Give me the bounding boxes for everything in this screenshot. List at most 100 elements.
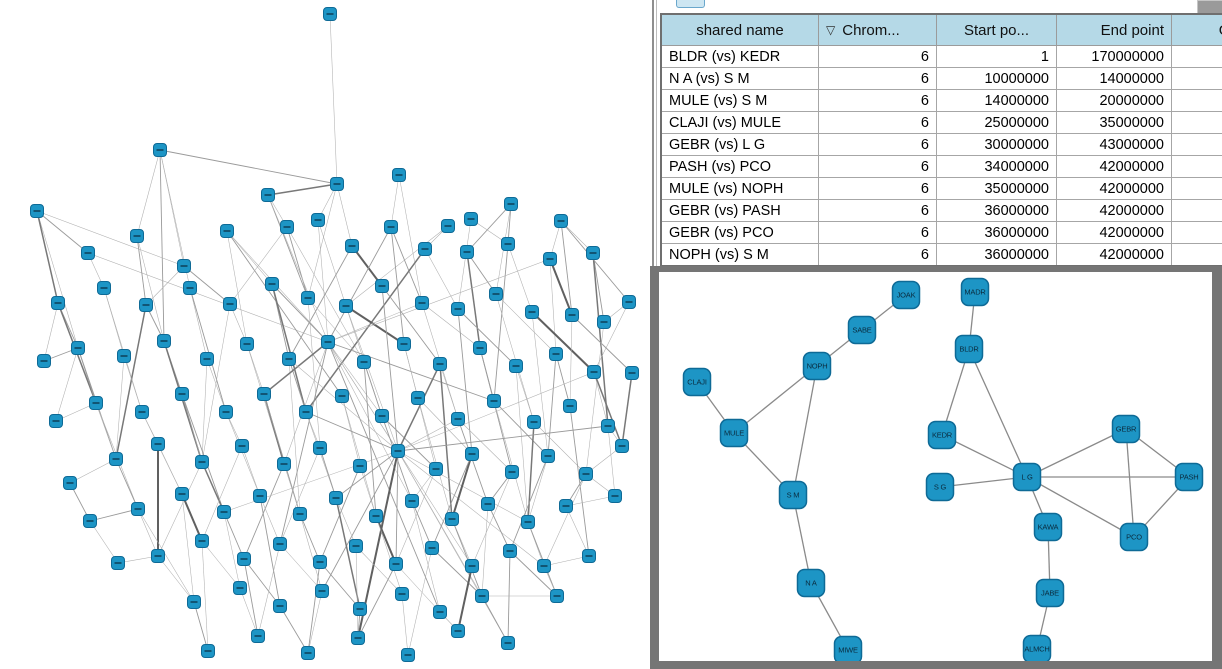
dense-node[interactable] <box>582 549 596 563</box>
table-row[interactable]: N A (vs) S M610000000140000006.6 <box>660 67 1222 90</box>
dense-node[interactable] <box>30 204 44 218</box>
dense-node[interactable] <box>505 465 519 479</box>
dense-node[interactable] <box>187 595 201 609</box>
network-edge-LG-GEBR[interactable] <box>1026 428 1127 478</box>
node-ALMCH[interactable]: ALMCH <box>1022 634 1052 662</box>
dense-node[interactable] <box>299 405 313 419</box>
dense-node[interactable] <box>273 599 287 613</box>
dense-node[interactable] <box>301 291 315 305</box>
dense-node[interactable] <box>464 212 478 226</box>
dense-node[interactable] <box>475 589 489 603</box>
dense-node[interactable] <box>177 259 191 273</box>
network-edge-BLDR-LG[interactable] <box>968 348 1028 478</box>
dense-node[interactable] <box>415 296 429 310</box>
dense-node[interactable] <box>537 559 551 573</box>
dense-node[interactable] <box>153 143 167 157</box>
dense-node[interactable] <box>315 584 329 598</box>
dense-node[interactable] <box>251 629 265 643</box>
dense-node[interactable] <box>625 366 639 380</box>
dense-network-canvas[interactable] <box>0 0 650 669</box>
dense-node[interactable] <box>237 552 251 566</box>
dense-node[interactable] <box>282 352 296 366</box>
dense-node[interactable] <box>111 556 125 570</box>
dense-node[interactable] <box>175 487 189 501</box>
mini-network-canvas[interactable]: JOAK MADR SABE NOPH BLDR CLAJI MULE KEDR GEBR L G… <box>659 272 1212 661</box>
dense-node[interactable] <box>401 648 415 662</box>
dense-node[interactable] <box>195 534 209 548</box>
dense-node[interactable] <box>219 405 233 419</box>
table-row[interactable]: GEBR (vs) PCO636000000420000008.4 <box>660 221 1222 244</box>
dense-node[interactable] <box>345 239 359 253</box>
dense-node[interactable] <box>451 412 465 426</box>
node-JABE[interactable]: JABE <box>1035 578 1065 608</box>
network-edge-BLDR-KEDR[interactable] <box>941 348 970 436</box>
dense-node[interactable] <box>51 296 65 310</box>
dense-node[interactable] <box>217 505 231 519</box>
dense-node[interactable] <box>509 359 523 373</box>
dense-node[interactable] <box>175 387 189 401</box>
node-NA[interactable]: N A <box>796 568 826 598</box>
dense-node[interactable] <box>183 281 197 295</box>
dense-node[interactable] <box>195 455 209 469</box>
panel-splitter[interactable] <box>652 0 654 267</box>
dense-node[interactable] <box>587 365 601 379</box>
dense-node[interactable] <box>504 197 518 211</box>
node-MULE[interactable]: MULE <box>719 418 749 448</box>
network-edge-NOPH-SM[interactable] <box>792 365 818 496</box>
dense-node[interactable] <box>460 245 474 259</box>
table-row[interactable]: BLDR (vs) KEDR61170000000192.0 <box>660 45 1222 68</box>
dense-node[interactable] <box>139 298 153 312</box>
dense-node[interactable] <box>329 491 343 505</box>
dense-node[interactable] <box>265 277 279 291</box>
dense-node[interactable] <box>565 308 579 322</box>
dense-node[interactable] <box>554 214 568 228</box>
dense-node[interactable] <box>83 514 97 528</box>
dense-node[interactable] <box>353 459 367 473</box>
dense-node[interactable] <box>601 419 615 433</box>
dense-node[interactable] <box>411 391 425 405</box>
dense-node[interactable] <box>543 252 557 266</box>
dense-node[interactable] <box>235 439 249 453</box>
dense-node[interactable] <box>615 439 629 453</box>
table-row[interactable]: MULE (vs) S M614000000200000007.5 <box>660 89 1222 112</box>
column-header-3[interactable]: End point <box>1056 13 1172 46</box>
dense-node[interactable] <box>389 557 403 571</box>
network-edge-SM-NA[interactable] <box>792 494 812 584</box>
dense-node[interactable] <box>563 399 577 413</box>
dense-node[interactable] <box>301 646 315 660</box>
table-row[interactable]: NOPH (vs) S M636000000420000009.9 <box>660 243 1222 267</box>
dense-node[interactable] <box>395 587 409 601</box>
node-MIWE[interactable]: MIWE <box>833 635 863 662</box>
dense-node[interactable] <box>131 502 145 516</box>
dense-node[interactable] <box>71 341 85 355</box>
dense-node[interactable] <box>397 337 411 351</box>
dense-node[interactable] <box>501 237 515 251</box>
dense-node[interactable] <box>501 636 515 650</box>
dense-node[interactable] <box>622 295 636 309</box>
dense-node[interactable] <box>597 315 611 329</box>
table-row[interactable]: CLAJI (vs) MULE625000000350000005.9 <box>660 111 1222 134</box>
node-MADR[interactable]: MADR <box>960 277 990 307</box>
dense-node[interactable] <box>451 624 465 638</box>
dense-node[interactable] <box>233 581 247 595</box>
dense-node[interactable] <box>579 467 593 481</box>
dense-node[interactable] <box>608 489 622 503</box>
dense-node[interactable] <box>465 559 479 573</box>
dense-node[interactable] <box>151 437 165 451</box>
dense-node[interactable] <box>357 355 371 369</box>
node-LG[interactable]: L G <box>1012 462 1042 492</box>
dense-node[interactable] <box>280 220 294 234</box>
node-SABE[interactable]: SABE <box>847 315 877 345</box>
network-edge-GEBR-PCO[interactable] <box>1125 428 1135 538</box>
table-row[interactable]: PASH (vs) PCO6340000004200000011.4 <box>660 155 1222 178</box>
dense-node[interactable] <box>89 396 103 410</box>
dense-node[interactable] <box>429 462 443 476</box>
dense-node[interactable] <box>273 537 287 551</box>
dense-node[interactable] <box>223 297 237 311</box>
node-BLDR[interactable]: BLDR <box>954 334 984 364</box>
dense-node[interactable] <box>349 539 363 553</box>
dense-node[interactable] <box>313 441 327 455</box>
dense-node[interactable] <box>257 387 271 401</box>
dense-node[interactable] <box>549 347 563 361</box>
dense-node[interactable] <box>311 213 325 227</box>
